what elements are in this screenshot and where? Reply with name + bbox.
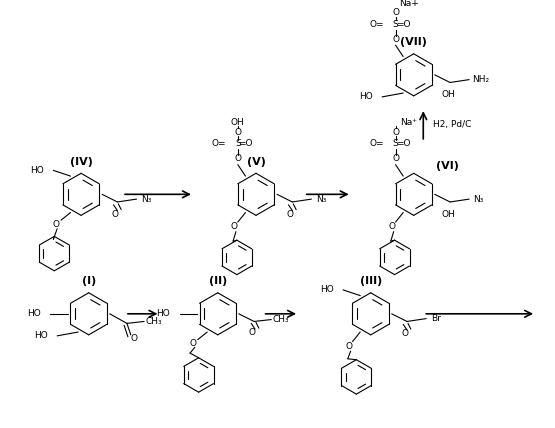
Text: OH: OH (231, 118, 245, 127)
Text: (III): (III) (360, 276, 382, 286)
Text: N₃: N₃ (141, 195, 152, 204)
Text: HO: HO (27, 309, 41, 318)
Text: O: O (234, 155, 241, 163)
Text: O=: O= (370, 20, 384, 29)
Text: O: O (392, 8, 399, 17)
Text: NH₂: NH₂ (472, 75, 489, 84)
Text: (IV): (IV) (69, 157, 93, 167)
Text: OH: OH (441, 90, 455, 99)
Text: O=: O= (370, 139, 384, 148)
Text: H2, Pd/C: H2, Pd/C (433, 120, 471, 129)
Text: S: S (393, 139, 398, 148)
Text: (V): (V) (246, 157, 265, 167)
Text: OH: OH (441, 210, 455, 219)
Text: O: O (112, 210, 119, 219)
Text: S: S (393, 20, 398, 29)
Text: Na⁺: Na⁺ (401, 118, 417, 127)
Text: CH₃: CH₃ (145, 317, 162, 326)
Text: CH₃: CH₃ (273, 315, 289, 324)
Text: HO: HO (30, 166, 44, 175)
Text: O: O (388, 223, 395, 232)
Text: HO: HO (359, 92, 372, 101)
Text: HO: HO (320, 285, 334, 294)
Text: O: O (230, 223, 238, 232)
Text: (I): (I) (82, 276, 96, 286)
Text: (VI): (VI) (436, 160, 458, 171)
Text: O: O (53, 220, 60, 229)
Text: HO: HO (34, 331, 48, 340)
Text: O=: O= (212, 139, 226, 148)
Text: Na+: Na+ (399, 0, 419, 8)
Text: N₃: N₃ (473, 195, 484, 204)
Text: (II): (II) (209, 276, 227, 286)
Text: O: O (234, 128, 241, 137)
Text: O: O (392, 155, 399, 163)
Text: O: O (130, 334, 137, 343)
Text: O: O (287, 210, 294, 219)
Text: S: S (235, 139, 241, 148)
Text: (VII): (VII) (400, 37, 427, 48)
Text: O: O (402, 330, 408, 339)
Text: Br: Br (431, 314, 441, 323)
Text: O: O (345, 342, 352, 351)
Text: O: O (189, 339, 196, 348)
Text: HO: HO (156, 309, 170, 318)
Text: N₃: N₃ (316, 195, 326, 204)
Text: O: O (392, 35, 399, 44)
Text: =O: =O (396, 139, 411, 148)
Text: O: O (249, 328, 256, 337)
Text: =O: =O (396, 20, 411, 29)
Text: O: O (392, 128, 399, 137)
Text: =O: =O (238, 139, 253, 148)
